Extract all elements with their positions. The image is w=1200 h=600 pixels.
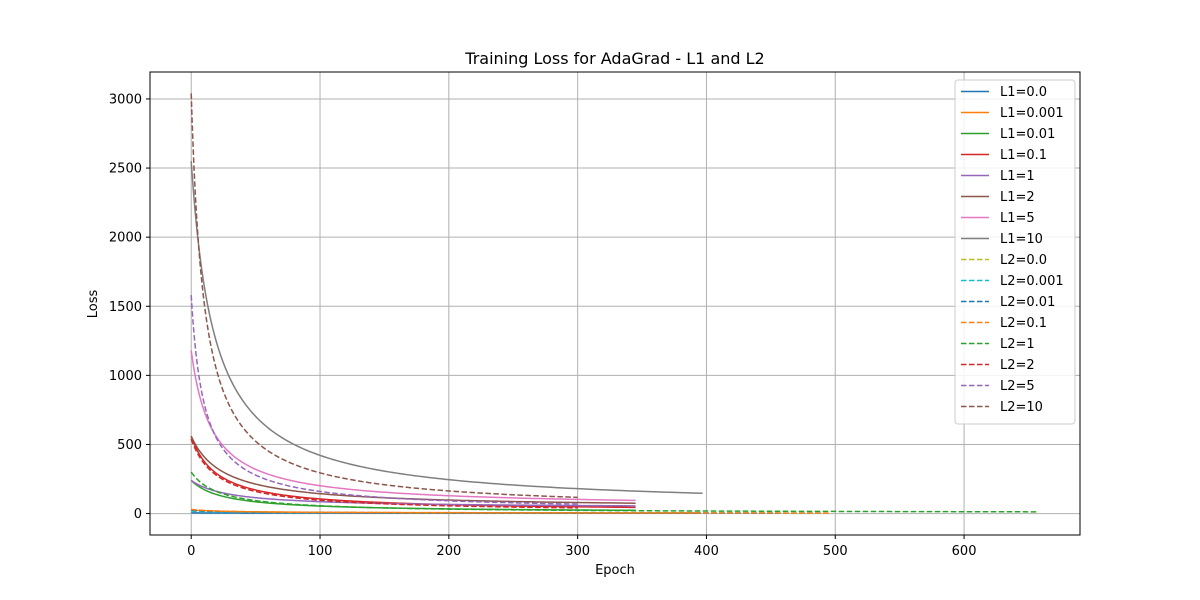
series-line-7 — [190, 350, 636, 502]
y-tick-label: 3000 — [109, 92, 142, 107]
y-axis: 0 500 1000 1500 2000 2500 3000 — [109, 92, 150, 522]
y-tick-label: 2000 — [109, 231, 142, 246]
series-line-15 — [190, 295, 578, 505]
legend-label: L1=2 — [1000, 190, 1035, 205]
legend-label: L1=1 — [1000, 169, 1035, 184]
series-line-8 — [190, 161, 703, 495]
y-axis-label[interactable]: Loss — [86, 290, 101, 319]
legend-label: L1=0.1 — [1000, 148, 1047, 163]
legend-label: L2=0.001 — [1000, 274, 1064, 289]
legend-label: L1=0.0 — [1000, 85, 1047, 100]
legend-box — [954, 79, 1076, 425]
x-axis: 0 100 200 300 400 500 600 — [187, 535, 976, 559]
series-line-12 — [191, 508, 829, 514]
legend-label: L2=0.0 — [1000, 253, 1047, 268]
x-tick-label: 100 — [308, 544, 333, 559]
legend-label: L2=5 — [1000, 379, 1035, 394]
series-layer — [190, 93, 1038, 514]
legend-label: L2=2 — [1000, 358, 1035, 373]
chart-title: Training Loss for AdaGrad - L1 and L2 — [464, 49, 764, 68]
legend: L1=0.0 L1=0.001 L1=0.01 L1=0.1 L1=1 L1=2 L1=5 L… — [954, 79, 1076, 425]
y-tick-label: 1000 — [109, 369, 142, 384]
plot-frame — [149, 71, 1081, 536]
x-axis-label: Epoch — [595, 563, 635, 578]
legend-label: L2=1 — [1000, 337, 1035, 352]
x-tick-label: 500 — [823, 544, 848, 559]
legend-label: L2=0.01 — [1000, 295, 1055, 310]
legend-label: L1=5 — [1000, 211, 1035, 226]
x-tick-label: 0 — [187, 544, 195, 559]
series-line-6 — [190, 435, 636, 504]
legend-label: L2=10 — [1000, 400, 1043, 415]
y-tick-label: 2500 — [109, 162, 142, 177]
series-line-14 — [190, 438, 578, 509]
x-tick-label: 600 — [952, 544, 977, 559]
x-tick-label: 200 — [436, 544, 461, 559]
y-tick-label: 0 — [134, 507, 142, 522]
legend-label: L1=0.01 — [1000, 127, 1055, 142]
legend-label: L1=10 — [1000, 232, 1043, 247]
series-line-5 — [190, 479, 636, 507]
legend-label: L2=0.1 — [1000, 316, 1047, 331]
y-tick-label: 500 — [117, 438, 142, 453]
y-tick-label: 1500 — [109, 300, 142, 315]
x-tick-label: 400 — [694, 544, 719, 559]
series-line-13 — [190, 471, 1038, 513]
legend-label: L1=0.001 — [1000, 106, 1064, 121]
x-tick-label: 300 — [565, 544, 590, 559]
